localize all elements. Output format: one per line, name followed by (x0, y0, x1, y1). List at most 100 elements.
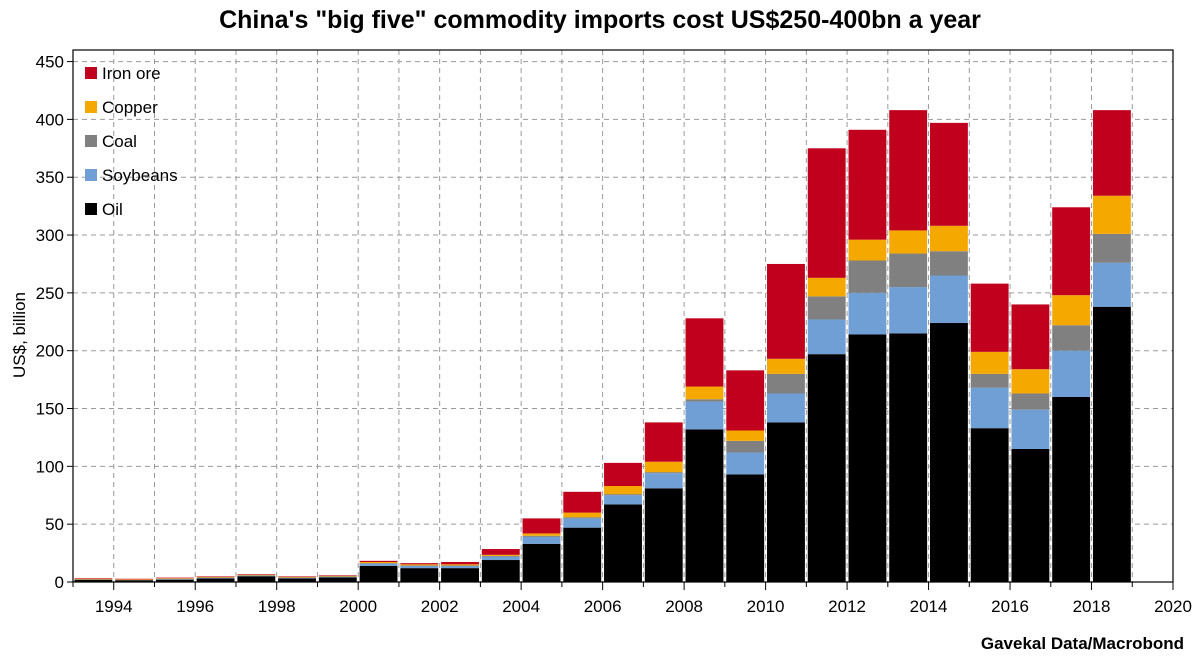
bar-oil-1995 (155, 579, 194, 582)
x-tick-label: 2014 (910, 597, 948, 616)
bar-copper-1993 (74, 578, 113, 580)
bar-soybeans-2003 (481, 556, 520, 561)
x-tick-label: 2018 (1073, 597, 1111, 616)
bar-oil-2008 (685, 429, 724, 582)
bar-coal-2009 (726, 440, 765, 453)
bar-iron-ore-1993 (74, 578, 113, 579)
bar-coal-2002 (441, 565, 479, 566)
bar-iron-ore-2014 (929, 122, 968, 226)
y-tick-label: 400 (36, 110, 64, 129)
bar-soybeans-2001 (400, 565, 439, 569)
bar-coal-2014 (929, 251, 968, 276)
bar-oil-1999 (318, 577, 357, 582)
bar-soybeans-2006 (604, 495, 642, 505)
bar-soybeans-2010 (767, 393, 805, 423)
bar-soybeans-2016 (1011, 409, 1050, 449)
x-tick-label: 2016 (991, 597, 1029, 616)
bar-oil-1996 (196, 578, 235, 582)
bar-iron-ore-2003 (481, 549, 520, 555)
bar-oil-2010 (767, 422, 805, 582)
bar-coal-2016 (1011, 393, 1050, 410)
bar-oil-1998 (278, 578, 317, 582)
legend-label-copper: Copper (102, 98, 158, 117)
bar-iron-ore-1997 (237, 574, 276, 575)
bar-coal-2018 (1092, 233, 1131, 263)
bar-copper-1997 (237, 574, 276, 576)
bar-copper-1998 (278, 577, 317, 578)
chart-title: China's "big five" commodity imports cos… (219, 6, 981, 34)
bar-copper-2017 (1052, 295, 1091, 326)
bar-oil-2003 (481, 560, 520, 582)
y-tick-label: 350 (36, 168, 64, 187)
bar-soybeans-2011 (807, 319, 846, 355)
bar-iron-ore-2007 (644, 422, 683, 462)
bar-oil-2006 (604, 504, 642, 582)
axes: 0 50 100 150 200 250 300 350 400 450 1994 1996 1998 2… (36, 49, 1192, 616)
legend-swatch-oil (85, 203, 97, 215)
bar-coal-1995 (155, 578, 194, 580)
bar-copper-2002 (441, 564, 479, 566)
bar-oil-2000 (359, 565, 398, 582)
y-tick-label: 300 (36, 226, 64, 245)
bar-copper-2016 (1011, 369, 1050, 394)
bar-coal-2017 (1052, 325, 1091, 351)
bar-oil-2011 (807, 354, 846, 582)
bar-oil-2015 (970, 428, 1009, 582)
bar-coal-2007 (644, 472, 683, 474)
bar-soybeans-2005 (563, 518, 602, 528)
bar-iron-ore-2006 (604, 462, 642, 487)
bar-coal-1999 (318, 576, 357, 577)
bar-copper-2004 (522, 533, 561, 536)
y-tick-label: 50 (45, 515, 64, 534)
bar-oil-2005 (563, 527, 602, 582)
legend-swatch-iron-ore (85, 67, 97, 79)
bar-oil-2016 (1011, 449, 1050, 582)
bar-coal-2010 (767, 373, 805, 394)
bar-iron-ore-2018 (1092, 110, 1131, 196)
bar-copper-2011 (807, 277, 846, 297)
bar-iron-ore-2001 (400, 563, 439, 565)
bar-copper-2006 (604, 486, 642, 495)
bar-copper-1995 (155, 578, 194, 579)
bar-iron-ore-2008 (685, 318, 724, 387)
bar-copper-2001 (400, 564, 439, 566)
bar-oil-2013 (889, 333, 928, 582)
bar-iron-ore-2004 (522, 518, 561, 534)
bar-iron-ore-1998 (278, 576, 317, 578)
bar-coal-2012 (848, 260, 887, 293)
legend-label-oil: Oil (102, 200, 123, 219)
bar-copper-2007 (644, 461, 683, 473)
bar-copper-2008 (685, 386, 724, 400)
bar-soybeans-1998 (278, 577, 317, 579)
bar-copper-2005 (563, 512, 602, 518)
bar-copper-2000 (359, 561, 398, 564)
legend-label-soybeans: Soybeans (102, 166, 178, 185)
bar-copper-1994 (115, 579, 154, 580)
bar-soybeans-2004 (522, 536, 561, 544)
bar-coal-2001 (400, 565, 439, 566)
bar-iron-ore-2005 (563, 491, 602, 513)
bar-coal-2011 (807, 296, 846, 320)
bar-iron-ore-1999 (318, 575, 357, 576)
bar-iron-ore-2010 (767, 263, 805, 359)
bar-oil-1997 (237, 576, 276, 582)
x-tick-label: 2008 (665, 597, 703, 616)
plot-frame (72, 49, 1174, 583)
bar-iron-ore-2017 (1052, 207, 1091, 296)
bar-copper-2003 (481, 554, 520, 556)
bar-iron-ore-2016 (1011, 304, 1050, 370)
bar-oil-2002 (441, 568, 479, 582)
bar-soybeans-2013 (889, 287, 928, 334)
bar-coal-2013 (889, 253, 928, 288)
bar-soybeans-2014 (929, 275, 968, 323)
bar-iron-ore-2011 (807, 148, 846, 278)
bar-copper-2013 (889, 230, 928, 254)
bar-soybeans-2015 (970, 387, 1009, 429)
x-tick-label: 2020 (1154, 597, 1192, 616)
bar-copper-1999 (318, 575, 357, 577)
source-note: Gavekal Data/Macrobond (980, 634, 1184, 653)
x-tick-label: 2004 (502, 597, 540, 616)
bar-soybeans-2007 (644, 473, 683, 489)
legend: Iron ore Copper Coal Soybeans Oil (85, 64, 178, 219)
x-tick-label: 2002 (421, 597, 459, 616)
